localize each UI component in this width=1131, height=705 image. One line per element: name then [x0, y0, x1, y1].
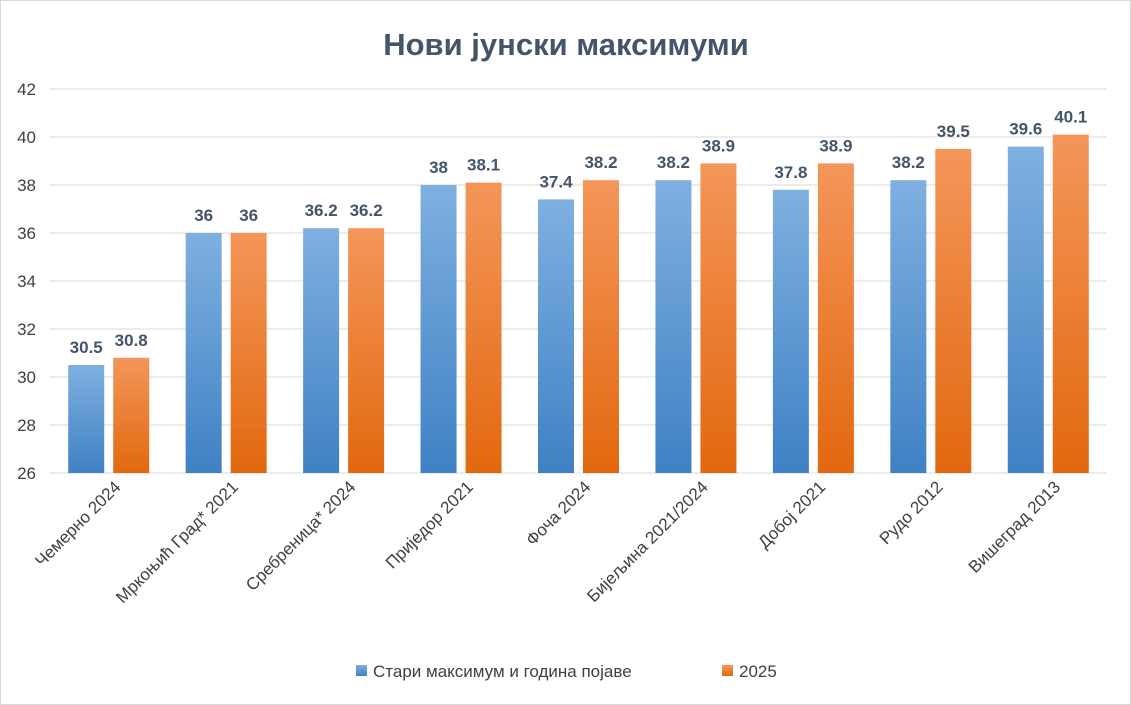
legend-label-series-2: 2025 — [739, 662, 777, 681]
bar-series-2-1 — [113, 357, 150, 473]
x-category-label: Бијељина 2021/2024 — [583, 477, 711, 605]
bar-series-1-9 — [1007, 146, 1044, 473]
y-tick-label: 38 — [17, 176, 36, 195]
y-axis-ticks: 26 28 30 32 34 36 38 40 42 — [17, 80, 36, 483]
gridlines — [50, 88, 1107, 474]
y-tick-label: 34 — [17, 272, 36, 291]
data-labels: 30.5 30.8 36 36 36.2 36.2 38 38.1 37.4 38.2 38.2 38… — [70, 108, 1088, 357]
y-tick-label: 26 — [17, 464, 36, 483]
x-category-label: Добој 2021 — [754, 477, 829, 552]
x-category-label: Мркоњић Град* 2021 — [112, 477, 242, 607]
data-label: 40.1 — [1054, 108, 1087, 127]
x-category-label: Рудо 2012 — [876, 477, 947, 548]
bar-series-2-9 — [1052, 134, 1089, 473]
y-tick-label: 36 — [17, 224, 36, 243]
legend: Стари максимум и година појаве 2025 — [356, 662, 777, 681]
bar-series-1-7 — [772, 189, 809, 474]
bar-series-1-2 — [185, 233, 222, 473]
bar-series-1-8 — [890, 180, 927, 473]
bars — [68, 134, 1089, 474]
chart-title: Нови јунски максимуми — [383, 27, 749, 62]
x-category-label: Приједор 2021 — [382, 477, 477, 572]
bar-series-2-4 — [465, 182, 502, 473]
y-tick-label: 42 — [17, 80, 36, 99]
data-label: 36 — [194, 206, 213, 225]
data-label: 36.2 — [350, 201, 383, 220]
legend-label-series-1: Стари максимум и година појаве — [373, 662, 632, 681]
x-category-label: Чемерно 2024 — [31, 477, 124, 570]
bar-series-2-8 — [935, 149, 972, 473]
bar-series-2-2 — [230, 233, 267, 473]
y-tick-label: 30 — [17, 368, 36, 387]
data-label: 39.6 — [1009, 120, 1042, 139]
bar-series-1-6 — [655, 180, 692, 473]
legend-swatch-series-1 — [356, 665, 367, 676]
bar-series-1-1 — [68, 365, 105, 473]
bar-series-2-5 — [583, 180, 619, 473]
bar-series-2-7 — [817, 163, 854, 473]
data-label: 38.9 — [819, 136, 852, 155]
data-label: 38.9 — [702, 136, 735, 155]
y-tick-label: 40 — [17, 128, 36, 147]
data-label: 38.2 — [892, 153, 925, 172]
y-tick-label: 32 — [17, 320, 36, 339]
data-label: 38.1 — [467, 156, 500, 175]
data-label: 38.2 — [657, 153, 690, 172]
data-label: 39.5 — [937, 122, 970, 141]
data-label: 38 — [429, 158, 448, 177]
data-label: 37.8 — [774, 163, 807, 182]
x-category-label: Фоча 2024 — [522, 477, 594, 549]
data-label: 36 — [239, 206, 258, 225]
data-label: 36.2 — [305, 201, 338, 220]
data-label: 37.4 — [539, 172, 573, 191]
data-label: 30.5 — [70, 338, 103, 357]
data-label: 30.8 — [115, 331, 148, 350]
bar-series-1-3 — [303, 228, 340, 473]
x-category-label: Сребреница* 2024 — [242, 477, 359, 594]
legend-swatch-series-2 — [722, 665, 733, 676]
data-label: 38.2 — [584, 153, 617, 172]
bar-series-2-6 — [700, 163, 737, 473]
x-category-label: Вишеград 2013 — [965, 477, 1064, 576]
y-tick-label: 28 — [17, 416, 36, 435]
bar-series-2-3 — [348, 228, 385, 473]
bar-series-1-4 — [420, 185, 457, 473]
bar-series-1-5 — [538, 199, 574, 473]
